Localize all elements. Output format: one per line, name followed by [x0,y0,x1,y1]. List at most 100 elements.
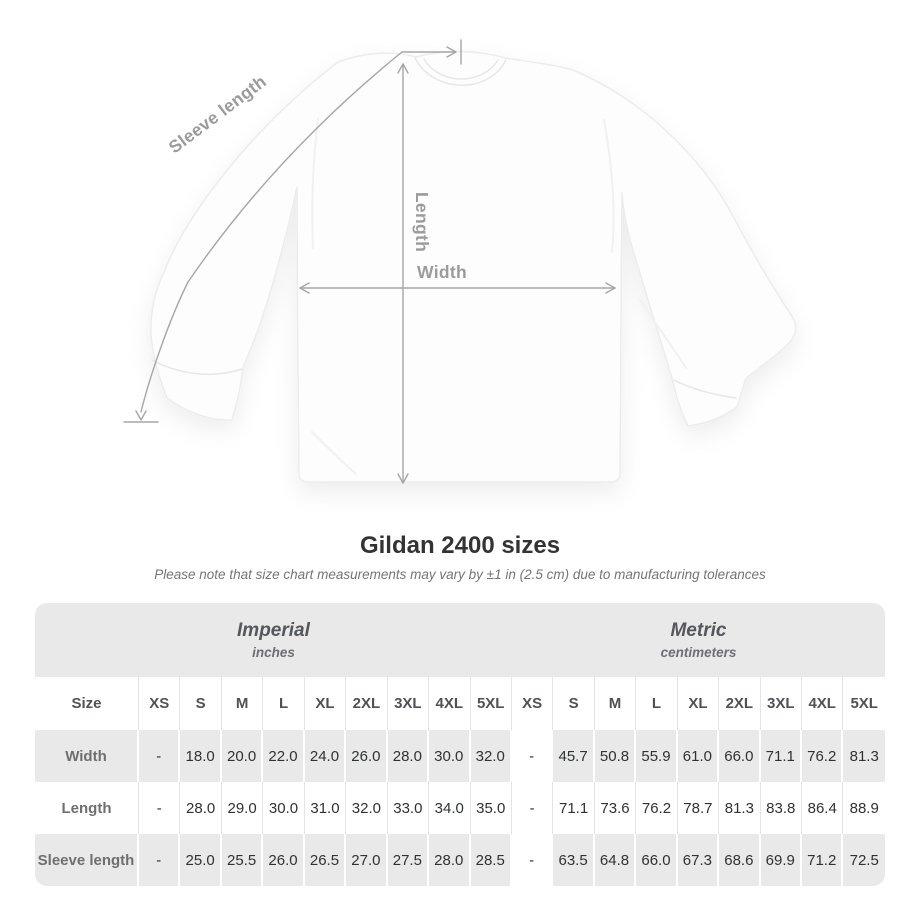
row-label: Length [35,782,139,834]
collar-outer-line [414,57,507,86]
value-cell: 78.7 [677,782,720,834]
value-cell: 88.9 [843,782,885,834]
value-cell: 28.0 [387,730,430,782]
row-label: Sleeve length [35,834,139,886]
size-cell: S [180,677,222,730]
value-cell: 26.0 [263,834,305,886]
value-cell: - [139,782,181,834]
size-cell: S [553,677,595,730]
value-cell: 71.1 [553,782,595,834]
value-cell: 72.5 [843,834,885,886]
length-label: Length [412,192,432,252]
size-table-card: Imperial inches Metric centimeters Size … [35,603,885,886]
value-cell: 71.1 [760,730,802,782]
width-label: Width [417,262,467,282]
value-cell: 64.8 [594,834,637,886]
value-cell: 29.0 [221,782,264,834]
left-cuff-seam [151,359,243,375]
value-cell: 22.0 [263,730,305,782]
unit-group-row: Imperial inches Metric centimeters [35,603,885,677]
value-cell: 32.0 [346,782,388,834]
value-cell: - [139,730,181,782]
value-cell: 20.0 [221,730,264,782]
value-cell: 28.0 [180,782,222,834]
value-cell: 81.3 [843,730,885,782]
size-table: Imperial inches Metric centimeters Size … [35,603,885,886]
size-cell: 5XL [470,677,512,730]
value-cell: 26.5 [304,834,347,886]
imperial-label: Imperial [237,620,310,641]
value-cell: 61.0 [677,730,720,782]
right-cuff-seam [673,379,737,399]
value-cell: 26.0 [346,730,388,782]
value-cell: 27.5 [387,834,430,886]
value-cell: 25.5 [221,834,264,886]
shirt-measurement-diagram: Sleeve length Length Width [123,39,797,484]
size-cell: L [263,677,305,730]
metric-group-header: Metric centimeters [511,603,885,677]
value-cell: 30.0 [263,782,305,834]
value-cell: 76.2 [802,730,844,782]
value-cell: 66.0 [636,834,678,886]
collar-inner-line [423,58,499,80]
value-cell: 83.8 [760,782,802,834]
value-cell: 73.6 [594,782,637,834]
size-cell: XL [677,677,720,730]
tolerance-note: Please note that size chart measurements… [154,567,766,582]
size-cell: XS [511,677,554,730]
value-cell: - [139,834,181,886]
value-cell: 25.0 [180,834,222,886]
value-cell: 18.0 [180,730,222,782]
value-cell: 33.0 [387,782,430,834]
value-cell: 76.2 [636,782,678,834]
value-cell: 81.3 [719,782,761,834]
size-cell: XS [139,677,181,730]
table-row-length: Length - 28.0 29.0 30.0 31.0 32.0 33.0 3… [35,782,885,834]
page-title: Gildan 2400 sizes [359,532,561,559]
value-cell: 63.5 [553,834,595,886]
size-cell: M [594,677,637,730]
size-cell: M [221,677,264,730]
value-cell: - [511,782,554,834]
length-arrow [397,63,409,484]
table-row-width: Width - 18.0 20.0 22.0 24.0 26.0 28.0 30… [35,730,885,782]
fabric-folds [311,117,687,475]
row-label: Width [35,730,139,782]
value-cell: 71.2 [802,834,844,886]
size-cell: 3XL [387,677,430,730]
size-cell: 2XL [346,677,388,730]
size-cell: 4XL [802,677,844,730]
size-column-header: Size [35,677,139,730]
shirt-illustration [150,50,797,483]
value-cell: 69.9 [760,834,802,886]
value-cell: 28.0 [429,834,471,886]
metric-label: Metric [670,620,727,641]
value-cell: 27.0 [346,834,388,886]
value-cell: 28.5 [470,834,512,886]
imperial-group-header: Imperial inches [35,603,512,677]
value-cell: 24.0 [304,730,347,782]
size-cell: 2XL [719,677,761,730]
imperial-unit: inches [252,645,295,660]
width-arrow [299,282,616,294]
value-cell: 67.3 [677,834,720,886]
value-cell: - [511,730,554,782]
value-cell: 45.7 [553,730,595,782]
value-cell: 68.6 [719,834,761,886]
value-cell: 31.0 [304,782,347,834]
size-cell: 4XL [429,677,471,730]
sleeve-length-arrow [123,39,462,423]
value-cell: 55.9 [636,730,678,782]
value-cell: 34.0 [429,782,471,834]
value-cell: 35.0 [470,782,512,834]
value-cell: 30.0 [429,730,471,782]
size-cell: L [636,677,678,730]
metric-unit: centimeters [660,645,737,660]
size-cell: 5XL [843,677,885,730]
value-cell: - [511,834,554,886]
size-header-row: Size XS S M L XL 2XL 3XL 4XL 5XL XS S M … [35,677,885,730]
value-cell: 32.0 [470,730,512,782]
table-row-sleeve-length: Sleeve length - 25.0 25.5 26.0 26.5 27.0… [35,834,885,886]
size-cell: XL [304,677,347,730]
